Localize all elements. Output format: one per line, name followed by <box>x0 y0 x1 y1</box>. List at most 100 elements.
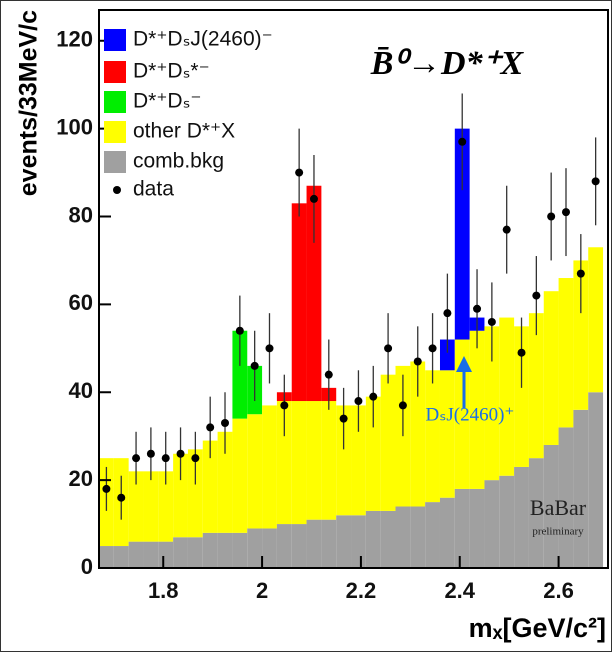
legend-label: comb.bkg <box>133 150 224 173</box>
data-point <box>473 304 482 313</box>
data-point <box>191 454 200 463</box>
bar-segment <box>158 541 174 568</box>
data-point <box>384 344 393 353</box>
bar-segment <box>306 185 322 402</box>
data-point <box>250 361 259 370</box>
bar-segment <box>573 409 589 568</box>
bar-segment <box>484 480 500 568</box>
bar-segment <box>202 440 218 533</box>
chart-title: B̄⁰→D*⁺X <box>370 45 525 82</box>
bar-segment <box>321 401 337 520</box>
bar-segment <box>291 524 307 568</box>
data-point <box>354 397 363 406</box>
legend-swatch <box>104 121 126 143</box>
bar-segment <box>558 278 574 428</box>
data-point <box>576 269 585 278</box>
bar-segment <box>336 515 352 568</box>
bar-segment <box>528 313 544 459</box>
bar-segment <box>232 330 248 419</box>
bar-segment <box>410 361 426 507</box>
bar-segment <box>143 541 159 568</box>
y-tick-label: 40 <box>69 378 93 403</box>
bar-segment <box>99 546 114 568</box>
bar-segment <box>351 515 366 568</box>
bar-segment <box>499 317 515 476</box>
bar-segment <box>321 519 337 568</box>
plot-area <box>99 93 604 568</box>
bar-segment <box>425 502 440 568</box>
data-point <box>487 317 496 326</box>
data-point <box>532 291 541 300</box>
bar-segment <box>247 528 263 568</box>
bar-segment <box>173 537 188 568</box>
bar-segment <box>217 532 233 568</box>
bar-segment <box>187 537 203 568</box>
legend-swatch <box>104 29 126 51</box>
bar-segment <box>336 405 352 516</box>
y-tick-label: 20 <box>69 466 93 491</box>
bar-segment <box>128 471 144 542</box>
legend-label: other D*⁺X <box>133 120 235 143</box>
bar-segment <box>588 392 604 568</box>
data-point <box>117 493 126 502</box>
bar-segment <box>439 370 455 498</box>
bar-segment <box>291 203 307 402</box>
legend-label: data <box>133 178 174 201</box>
bar-segment <box>365 510 381 568</box>
bar-segment <box>187 449 203 538</box>
annotation: preliminary <box>532 526 584 538</box>
bar-segment <box>439 339 455 371</box>
bar-segment <box>454 339 470 489</box>
bar-segment <box>514 326 529 467</box>
bar-segment <box>247 414 263 529</box>
bar-segment <box>454 128 470 340</box>
bar-segment <box>410 506 426 568</box>
data-point <box>413 357 422 366</box>
bar-segment <box>262 528 277 568</box>
data-point <box>458 137 467 146</box>
bar-segment <box>276 401 292 525</box>
plot-frame <box>98 9 609 569</box>
data-point <box>443 309 452 318</box>
bar-segment <box>484 326 500 481</box>
data-point <box>369 392 378 401</box>
x-axis-label: mₓ[GeV/c²] <box>469 613 606 643</box>
data-point <box>517 348 526 357</box>
data-point <box>561 208 570 217</box>
legend-marker <box>113 186 121 194</box>
data-point <box>295 168 304 177</box>
data-point <box>398 401 407 410</box>
data-point <box>280 401 289 410</box>
legend-swatch <box>104 91 126 113</box>
bar-segment <box>217 431 233 533</box>
data-point <box>339 414 348 423</box>
data-point <box>591 177 600 186</box>
bar-segment <box>232 418 248 533</box>
bar-segment <box>514 466 529 568</box>
bar-segment <box>425 370 440 503</box>
data-point <box>324 370 333 379</box>
annotation: BaBar <box>530 495 587 520</box>
data-point <box>309 194 318 203</box>
bar-segment <box>262 405 277 529</box>
x-tick-label: 2.6 <box>543 578 574 603</box>
data-point <box>221 419 230 428</box>
bar-segment <box>439 497 455 568</box>
bar-segment <box>499 475 515 568</box>
data-point <box>132 454 141 463</box>
bar-segment <box>543 291 559 445</box>
x-tick-label: 2 <box>256 578 268 603</box>
data-point <box>428 344 437 353</box>
bar-segment <box>528 458 544 568</box>
bar-segment <box>306 401 322 520</box>
data-point <box>235 326 244 335</box>
legend-swatch <box>104 151 126 173</box>
data-point <box>265 344 274 353</box>
bar-segment <box>291 401 307 525</box>
bar-segment <box>113 546 129 568</box>
bar-segment <box>202 532 218 568</box>
bar-segment <box>232 532 248 568</box>
bar-segment <box>573 260 589 410</box>
legend-label: D*⁺DₛJ(2460)⁻ <box>133 28 273 51</box>
